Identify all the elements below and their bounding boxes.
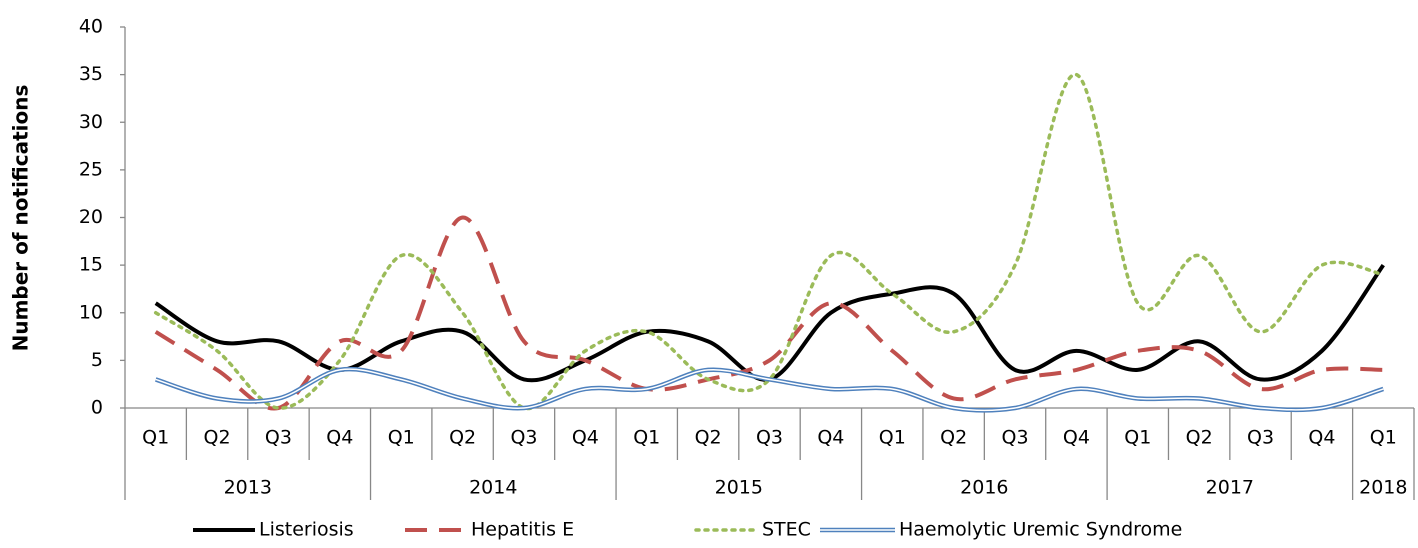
x-tick-label: Q3	[1002, 427, 1029, 449]
y-axis-title: Number of notifications	[9, 85, 33, 352]
legend-label: Hepatitis E	[471, 519, 574, 541]
legend-label: Haemolytic Uremic Syndrome	[899, 519, 1182, 541]
legend-label: Listeriosis	[259, 519, 354, 541]
x-group-label: 2015	[715, 477, 763, 499]
y-tick-label: 20	[79, 206, 103, 228]
x-tick-label: Q2	[940, 427, 967, 449]
y-tick-label: 10	[79, 301, 103, 323]
x-tick-label: Q4	[1308, 427, 1335, 449]
x-tick-label: Q1	[1370, 427, 1397, 449]
x-tick-label: Q4	[817, 427, 844, 449]
x-group-label: 2013	[224, 477, 272, 499]
y-tick-label: 40	[79, 16, 103, 38]
x-tick-label: Q1	[142, 427, 169, 449]
x-tick-label: Q1	[879, 427, 906, 449]
legend-label: STEC	[762, 519, 811, 541]
series-line	[153, 72, 1386, 411]
x-tick-label: Q1	[633, 427, 660, 449]
x-tick-label: Q3	[756, 427, 783, 449]
y-tick-label: 30	[79, 111, 103, 133]
y-tick-label: 15	[79, 254, 103, 276]
x-tick-label: Q3	[510, 427, 537, 449]
series-line-inner	[155, 368, 1384, 412]
y-tick-label: 5	[91, 349, 103, 371]
series-line	[155, 366, 1384, 413]
series-line	[154, 263, 1385, 383]
x-tick-label: Q2	[449, 427, 476, 449]
x-group-label: 2018	[1359, 477, 1407, 499]
x-tick-label: Q1	[1124, 427, 1151, 449]
x-group-label: 2014	[469, 477, 517, 499]
x-tick-label: Q3	[1247, 427, 1274, 449]
x-tick-label: Q4	[1063, 427, 1090, 449]
x-tick-label: Q4	[326, 427, 353, 449]
x-group-label: 2016	[960, 477, 1008, 499]
x-group-label: 2017	[1206, 477, 1254, 499]
y-tick-label: 35	[79, 63, 103, 85]
x-tick-label: Q1	[388, 427, 415, 449]
x-tick-label: Q2	[1186, 427, 1213, 449]
y-tick-label: 0	[91, 397, 103, 419]
y-tick-label: 25	[79, 158, 103, 180]
x-tick-label: Q3	[265, 427, 292, 449]
x-tick-label: Q4	[572, 427, 599, 449]
x-tick-label: Q2	[695, 427, 722, 449]
x-tick-label: Q2	[204, 427, 231, 449]
